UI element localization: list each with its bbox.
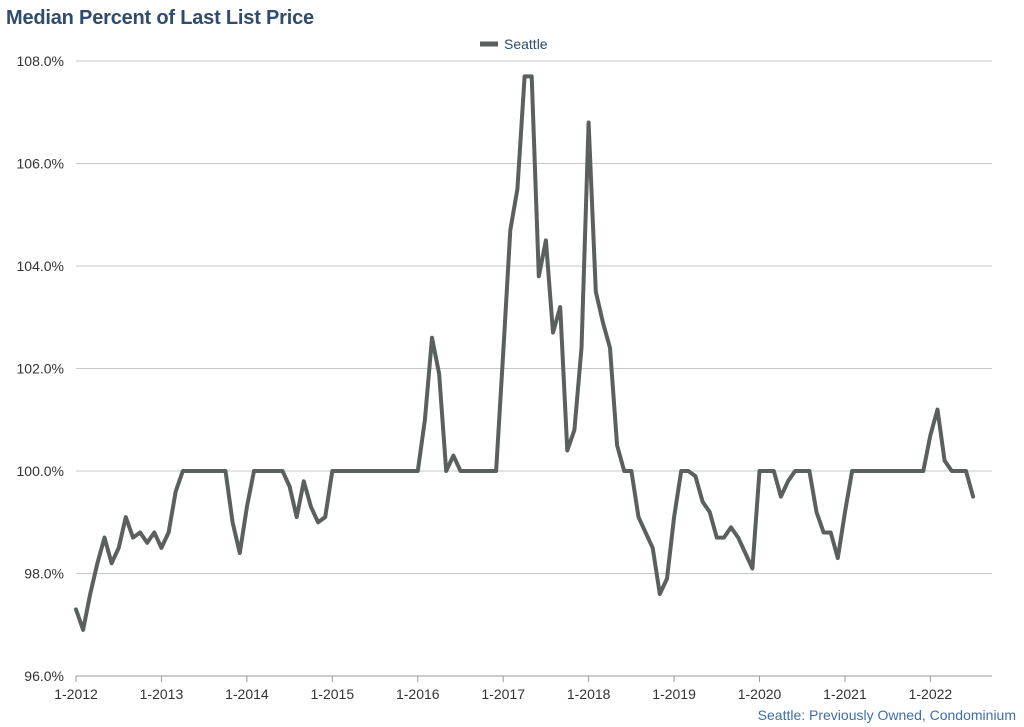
- y-tick-label: 104.0%: [17, 258, 64, 274]
- x-tick-label: 1-2016: [396, 686, 440, 702]
- y-tick-label: 108.0%: [17, 53, 64, 69]
- y-tick-label: 96.0%: [24, 668, 64, 684]
- x-tick-label: 1-2014: [225, 686, 269, 702]
- y-tick-label: 102.0%: [17, 361, 64, 377]
- legend: Seattle: [480, 36, 548, 52]
- x-tick-label: 1-2017: [481, 686, 525, 702]
- x-tick-label: 1-2018: [567, 686, 611, 702]
- y-tick-label: 106.0%: [17, 156, 64, 172]
- chart-title: Median Percent of Last List Price: [6, 7, 314, 29]
- x-tick-label: 1-2012: [54, 686, 98, 702]
- x-tick-label: 1-2021: [823, 686, 867, 702]
- x-tick-label: 1-2013: [140, 686, 184, 702]
- legend-label: Seattle: [504, 36, 548, 52]
- series-layer: [74, 74, 976, 632]
- x-axis-tick-labels: 1-2012 1-2013 1-2014 1-2015 1-2016 1-2017 1-20…: [54, 675, 992, 702]
- y-tick-label: 100.0%: [17, 463, 64, 479]
- source-note: Seattle: Previously Owned, Condominium: [757, 707, 1016, 723]
- x-tick-label: 1-2022: [909, 686, 953, 702]
- x-tick-label: 1-2020: [738, 686, 782, 702]
- series-line: [74, 74, 976, 632]
- y-tick-label: 98.0%: [24, 566, 64, 582]
- y-axis-tick-labels: 96.0% 98.0% 100.0% 102.0% 104.0% 106.0% 108.0%: [17, 53, 64, 684]
- x-tick-label: 1-2015: [311, 686, 355, 702]
- x-tick-label: 1-2019: [652, 686, 696, 702]
